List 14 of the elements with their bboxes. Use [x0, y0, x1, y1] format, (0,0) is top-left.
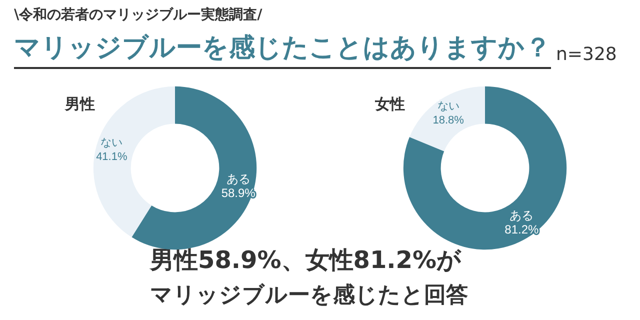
data-label: 18.8%	[432, 114, 464, 126]
text: \令和の若者のマリッジブルー実態調査/	[14, 6, 262, 24]
slice-label: ない	[437, 100, 460, 112]
text: マリッジブルーを感じたことはありますか？	[14, 30, 551, 69]
text: 男性58.9%、女性81.2%が	[150, 245, 462, 276]
slice-label: ある	[226, 172, 250, 186]
data-label: 41.1%	[96, 150, 128, 163]
text: 男性	[64, 96, 95, 113]
slice-label: ある	[510, 208, 534, 223]
data-label: 81.2%	[504, 222, 540, 237]
text: マリッジブルーを感じたと回答	[150, 282, 468, 310]
slice-label: ない	[100, 136, 123, 149]
text: n=328	[556, 44, 617, 65]
text: 女性	[374, 96, 405, 113]
